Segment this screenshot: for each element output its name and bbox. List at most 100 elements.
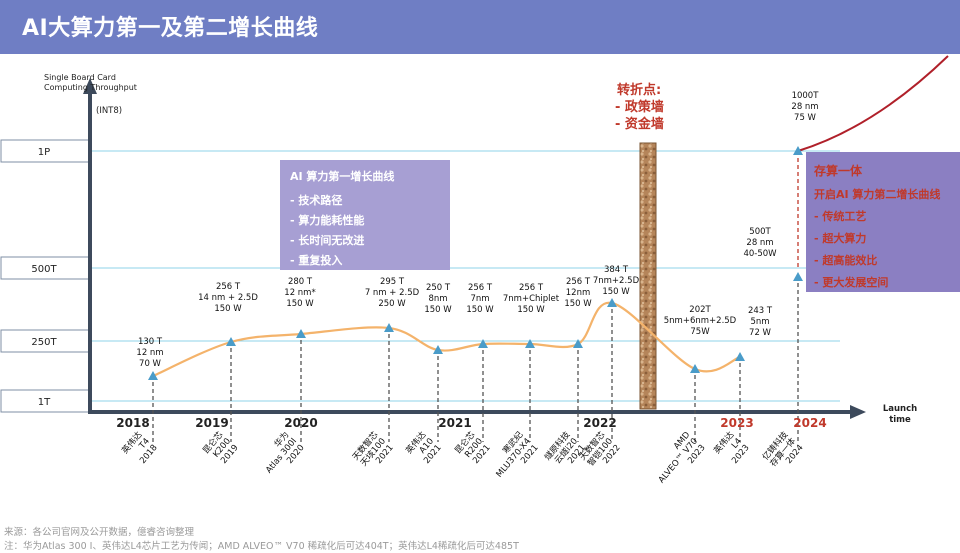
point-spec-label: 12nm xyxy=(566,288,590,298)
footer-note: 注：华为Atlas 300 I、英伟达L4芯片工艺为传闻；AMD ALVEO™ … xyxy=(4,541,519,552)
point-spec-label: 384 T xyxy=(604,265,629,275)
drop-lines xyxy=(152,151,799,442)
data-point xyxy=(793,272,803,281)
year-tick-label: 2024 xyxy=(793,416,826,430)
year-tick-label: 2020 xyxy=(284,416,317,430)
second-curve-item: - 超大算力 xyxy=(814,232,867,245)
point-spec-label: 250 T xyxy=(426,283,451,293)
point-spec-label: 243 T xyxy=(748,306,773,316)
point-spec-label: 150 W xyxy=(214,304,242,314)
second-growth-curve xyxy=(797,55,949,152)
point-spec-label: 7nm+Chiplet xyxy=(503,294,560,304)
point-spec-label: 256 T xyxy=(519,283,544,293)
point-spec-label: 5nm+6nm+2.5D xyxy=(664,316,737,326)
point-spec-label: 14 nm + 2.5D xyxy=(198,293,258,303)
first-curve-box: AI 算力第一增长曲线 - 技术路径 - 算力能耗性能 - 长时间无改进 - 重… xyxy=(280,160,450,270)
point-spec-label: 28 nm xyxy=(746,238,773,248)
y-level-label: 500T xyxy=(31,264,57,275)
x-axis-title: Launch xyxy=(883,404,917,414)
point-spec-label: 150 W xyxy=(286,299,314,309)
data-point xyxy=(384,323,394,332)
turning-point-wall xyxy=(639,142,657,410)
data-point xyxy=(573,339,583,348)
second-curve-box-title: 存算一体 xyxy=(814,164,863,178)
data-point xyxy=(478,339,488,348)
point-spec-label: 256 T xyxy=(468,283,493,293)
year-tick-label: 2019 xyxy=(195,416,228,430)
y-axis-unit: (INT8) xyxy=(96,106,122,116)
axes xyxy=(83,78,866,419)
y-level-grid: 1P 500T 250T 1T xyxy=(0,139,840,413)
point-spec-label: 7nm xyxy=(470,294,489,304)
data-point xyxy=(226,337,236,346)
data-point xyxy=(296,329,306,338)
y-axis-title: Computing Throughput xyxy=(44,83,137,92)
point-spec-label: 250 W xyxy=(378,299,406,309)
point-spec-label: 7 nm + 2.5D xyxy=(365,288,420,298)
year-tick-label: 2022 xyxy=(583,416,616,430)
point-spec-label: 8nm xyxy=(428,294,447,304)
point-spec-label: 150 W xyxy=(466,305,494,315)
second-curve-item: - 超高能效比 xyxy=(814,254,878,267)
data-point xyxy=(735,352,745,361)
growth-curve-chart: 1P 500T 250T 1T Single Board CardComputing … xyxy=(0,55,949,486)
markers xyxy=(148,146,803,380)
second-curve-box-subtitle: 开启AI 算力第二增长曲线 xyxy=(814,188,941,201)
point-spec-label: 295 T xyxy=(380,277,405,287)
title-bar: AI大算力第一及第二增长曲线 xyxy=(0,0,960,54)
point-spec-label: 75 W xyxy=(794,113,817,123)
y-axis-arrow xyxy=(83,78,97,94)
y-level-label: 1P xyxy=(38,147,50,158)
point-spec-label: 40-50W xyxy=(743,249,777,259)
point-spec-label: 7nm+2.5D xyxy=(593,276,640,286)
point-spec-label: 5nm xyxy=(750,317,769,327)
year-tick-label: 2023 xyxy=(720,416,753,430)
point-spec-label: 150 W xyxy=(602,287,630,297)
point-spec-label: 12 nm xyxy=(136,348,163,358)
point-spec-label: 280 T xyxy=(288,277,313,287)
first-curve-item: - 算力能耗性能 xyxy=(290,214,365,227)
point-spec-label: 12 nm* xyxy=(284,288,315,298)
y-level-label: 1T xyxy=(38,397,51,408)
point-spec-label: 1000T xyxy=(792,91,820,101)
point-spec-label: 150 W xyxy=(564,299,592,309)
point-spec-label: 75W xyxy=(690,327,710,337)
turning-point-item: - 政策墙 xyxy=(615,99,664,115)
y-axis-title: Single Board Card xyxy=(44,73,116,82)
second-curve-item: - 更大发展空间 xyxy=(814,276,889,289)
point-spec-label: 130 T xyxy=(138,337,163,347)
point-spec-label: 28 nm xyxy=(791,102,818,112)
footer-source: 来源：各公司官网及公开数据，億睿咨询整理 xyxy=(4,527,195,538)
page-title: AI大算力第一及第二增长曲线 xyxy=(22,16,319,41)
point-spec-label: 150 W xyxy=(424,305,452,315)
second-curve-item: - 传统工艺 xyxy=(814,210,867,223)
x-axis-title: time xyxy=(889,415,911,425)
year-tick-label: 2018 xyxy=(116,416,149,430)
turning-point-title: 转折点: xyxy=(617,82,661,98)
data-point xyxy=(433,345,443,354)
point-spec-label: 70 W xyxy=(139,359,162,369)
data-point xyxy=(607,298,617,307)
first-curve-item: - 重复投入 xyxy=(290,254,343,267)
point-spec-label: 150 W xyxy=(517,305,545,315)
point-spec-label: 256 T xyxy=(216,282,241,292)
first-curve-box-title: AI 算力第一增长曲线 xyxy=(290,170,395,183)
point-spec-label: 202T xyxy=(689,305,711,315)
first-curve-item: - 技术路径 xyxy=(290,194,343,207)
turning-point-item: - 资金墙 xyxy=(615,116,664,132)
data-point xyxy=(793,146,803,155)
year-tick-label: 2021 xyxy=(438,416,471,430)
x-axis-arrow xyxy=(850,405,866,419)
y-level-label: 250T xyxy=(31,337,57,348)
data-point xyxy=(690,364,700,373)
data-point xyxy=(148,371,158,380)
